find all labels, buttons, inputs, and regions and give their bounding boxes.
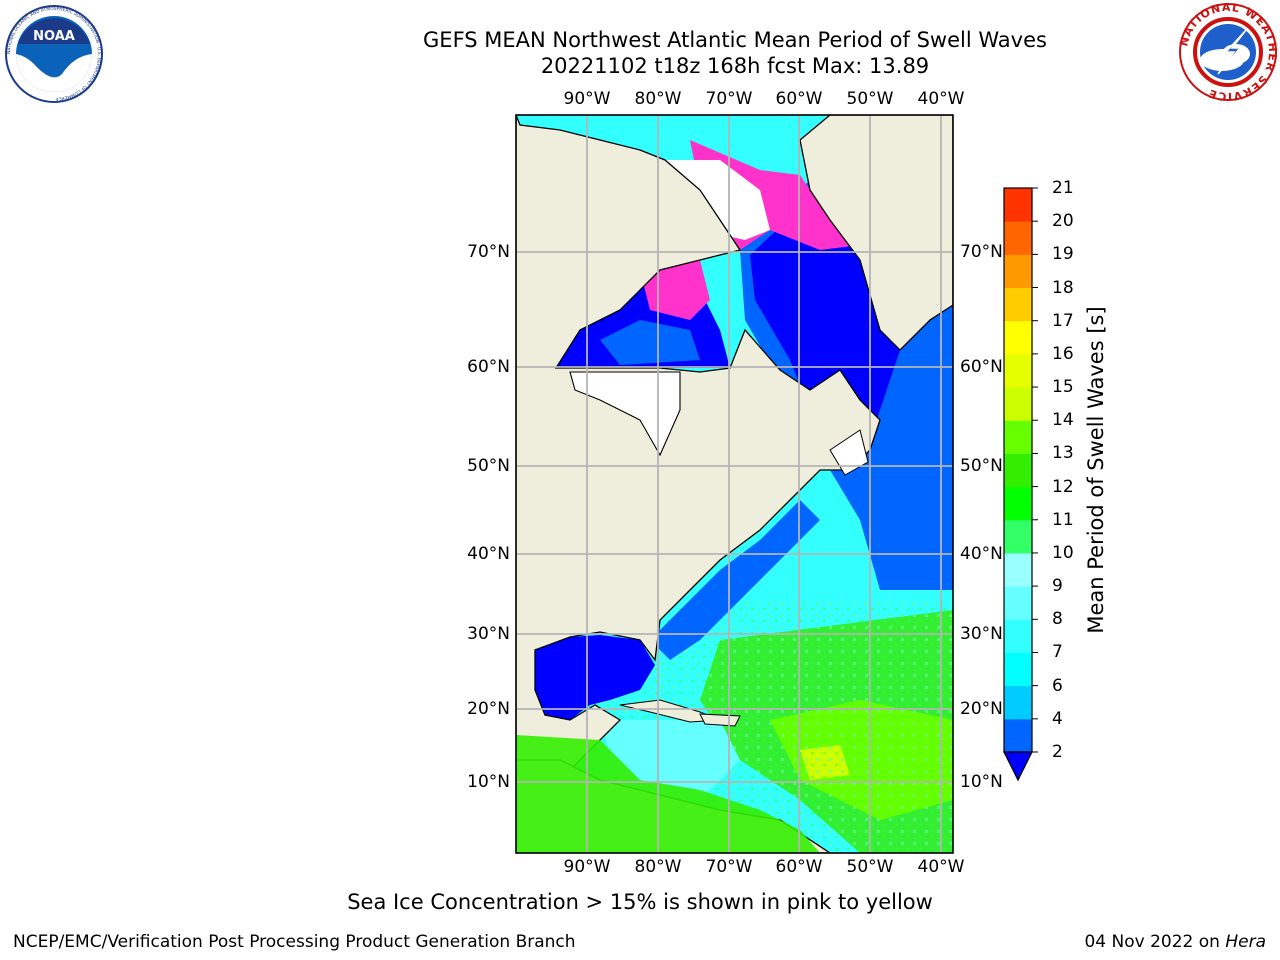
colorbar-segment <box>1004 453 1032 488</box>
greenland-land <box>799 115 953 351</box>
lon-tick-bottom: 60°W <box>775 857 823 877</box>
colorbar-segment <box>1004 188 1032 222</box>
footer-date: 04 Nov 2022 on Hera <box>1084 932 1266 952</box>
colorbar-tick-label: 11 <box>1052 509 1074 530</box>
lat-tick-left: 20°N <box>467 699 510 719</box>
colorbar-segment <box>1004 519 1032 554</box>
lon-tick-top: 90°W <box>563 89 611 109</box>
lat-tick-left: 30°N <box>467 624 510 644</box>
colorbar-tick-label: 15 <box>1052 377 1074 398</box>
nws-logo-icon: NATIONAL WEATHER SERVICE <box>1178 2 1278 102</box>
lat-tick-left: 40°N <box>467 544 510 564</box>
gulf-of-mexico <box>535 635 655 720</box>
colorbar-tick-label: 9 <box>1052 576 1063 597</box>
colorbar-tick-label: 4 <box>1052 708 1063 729</box>
colorbar-segment <box>1004 718 1032 753</box>
lon-tick-bottom: 80°W <box>634 857 682 877</box>
colorbar-under-arrow <box>1003 751 1033 782</box>
lat-tick-right: 50°N <box>960 456 1003 476</box>
colorbar-segment <box>1004 619 1032 653</box>
lon-tick-top: 80°W <box>634 89 682 109</box>
colorbar-tick-label: 13 <box>1052 443 1074 464</box>
lon-tick-bottom: 50°W <box>846 857 894 877</box>
lat-tick-right: 10°N <box>960 772 1003 792</box>
colorbar-tick-label: 14 <box>1052 410 1074 431</box>
colorbar-tick-label: 20 <box>1052 211 1074 232</box>
lon-tick-top: 50°W <box>846 89 894 109</box>
lon-tick-top: 40°W <box>917 89 965 109</box>
colorbar-tick-label: 19 <box>1052 244 1074 265</box>
colorbar-segment <box>1004 652 1032 687</box>
footer-credit: NCEP/EMC/Verification Post Processing Pr… <box>13 932 576 952</box>
colorbar-tick-label: 2 <box>1052 742 1063 762</box>
lat-tick-right: 70°N <box>960 242 1003 262</box>
colorbar-tick-label: 6 <box>1052 675 1063 696</box>
colorbar-segment <box>1004 353 1032 388</box>
map-gridlines <box>516 115 953 853</box>
lon-tick-bottom: 70°W <box>705 857 753 877</box>
noaa-logo-icon: NOAA NATIONAL OCEANIC AND ATMOSPHERIC AD… <box>5 5 103 103</box>
lat-tick-left: 50°N <box>467 456 510 476</box>
lat-tick-right: 60°N <box>960 357 1003 377</box>
colorbar-tick-label: 21 <box>1052 178 1074 198</box>
colorbar-title: Mean Period of Swell Waves [s] <box>1084 306 1108 634</box>
colorbar-segment <box>1004 685 1032 720</box>
sea-ice-note: Sea Ice Concentration > 15% is shown in … <box>347 890 933 914</box>
map-frame <box>515 114 954 854</box>
chart-subtitle: 20221102 t18z 168h fcst Max: 13.89 <box>540 54 930 78</box>
colorbar-tick-label: 17 <box>1052 310 1074 331</box>
colorbar-tick-label: 12 <box>1052 476 1074 497</box>
colorbar-segment <box>1004 287 1032 322</box>
colorbar-segment <box>1004 486 1032 521</box>
noaa-logo-text: NOAA <box>33 29 75 44</box>
lon-tick-bottom: 90°W <box>563 857 611 877</box>
lon-tick-top: 70°W <box>705 89 753 109</box>
chart-title: GEFS MEAN Northwest Atlantic Mean Period… <box>423 28 1047 52</box>
colorbar-tick-label: 16 <box>1052 343 1074 364</box>
colorbar-tick-label: 18 <box>1052 277 1074 298</box>
lon-tick-bottom: 40°W <box>917 857 965 877</box>
colorbar-segment <box>1004 586 1032 620</box>
colorbar-frame <box>1003 187 1033 753</box>
colorbar-tick-label: 7 <box>1052 642 1063 663</box>
lat-tick-left: 60°N <box>467 357 510 377</box>
lat-tick-right: 40°N <box>960 544 1003 564</box>
colorbar-tick-label: 10 <box>1052 542 1074 563</box>
lat-tick-right: 30°N <box>960 624 1003 644</box>
colorbar-tick-label: 8 <box>1052 609 1063 630</box>
colorbar-segment <box>1004 552 1032 587</box>
colorbar-segment <box>1004 254 1032 289</box>
colorbar-segment <box>1004 387 1032 421</box>
lat-tick-left: 70°N <box>467 242 510 262</box>
lat-tick-right: 20°N <box>960 699 1003 719</box>
lon-tick-top: 60°W <box>775 89 823 109</box>
lat-tick-left: 10°N <box>467 772 510 792</box>
colorbar-segment <box>1004 420 1032 454</box>
colorbar-segment <box>1004 221 1032 255</box>
colorbar-segment <box>1004 320 1032 355</box>
